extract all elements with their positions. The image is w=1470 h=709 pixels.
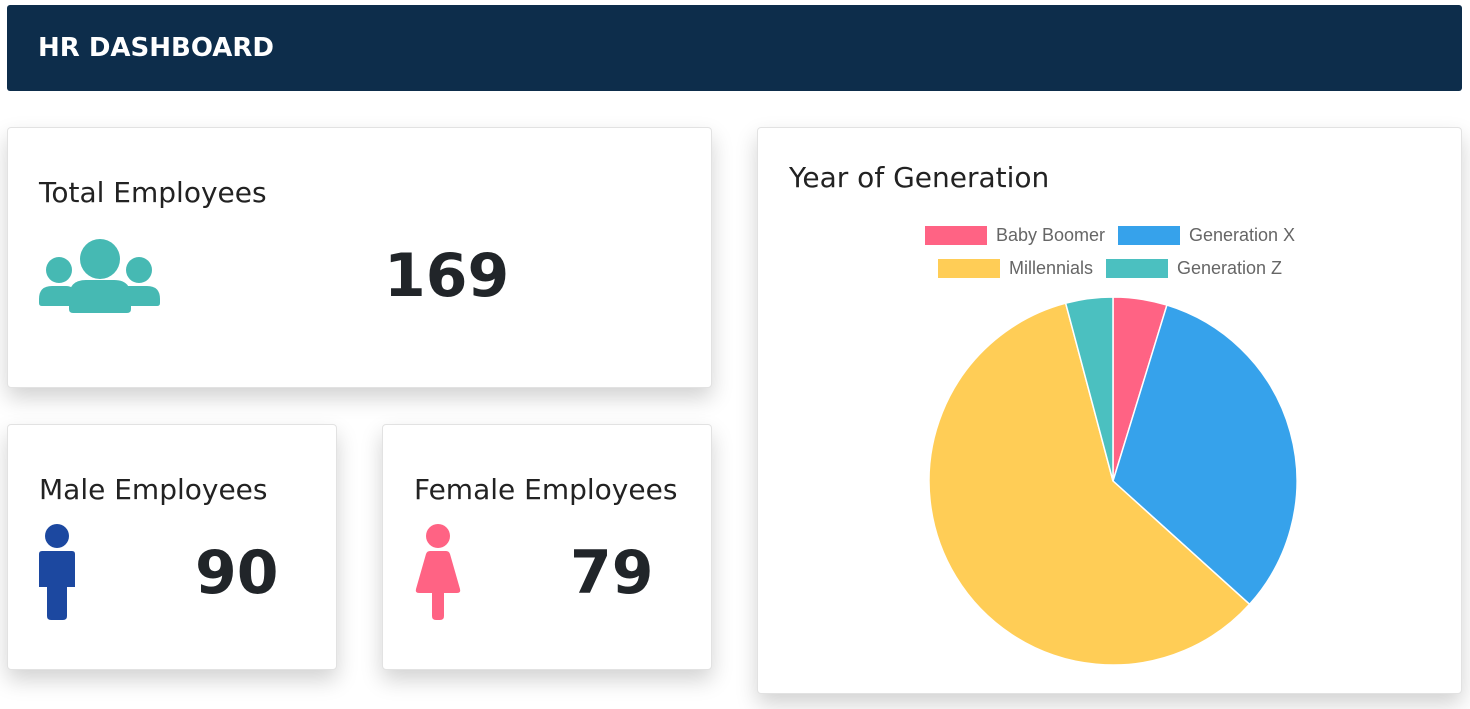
legend-label-generation-x: Generation X — [1189, 225, 1296, 245]
female-employees-card: Female Employees 79 — [382, 424, 712, 670]
total-employees-title: Total Employees — [39, 176, 267, 209]
legend-swatch-generation-z — [1106, 259, 1168, 278]
pie-slice-millennials[interactable] — [928, 302, 1251, 666]
male-employees-value: 90 — [195, 538, 279, 608]
legend-item-generation-z[interactable]: Generation Z — [1106, 258, 1282, 279]
generation-pie-chart — [928, 296, 1298, 666]
female-employees-value: 79 — [570, 538, 654, 608]
female-icon — [415, 524, 461, 620]
users-icon — [39, 239, 160, 313]
legend-swatch-generation-x — [1118, 226, 1180, 245]
male-employees-card: Male Employees 90 — [7, 424, 337, 670]
generation-title: Year of Generation — [789, 161, 1050, 194]
dashboard-header: HR DASHBOARD — [7, 5, 1462, 91]
legend-label-generation-z: Generation Z — [1177, 258, 1283, 278]
legend-swatch-baby-boomer — [925, 226, 987, 245]
dashboard-title: HR DASHBOARD — [38, 33, 274, 63]
total-employees-card: Total Employees 169 — [7, 127, 712, 388]
legend-item-baby-boomer[interactable]: Baby Boomer — [925, 225, 1105, 246]
legend-label-millennials: Millennials — [1009, 258, 1094, 278]
pie-slice-generation-x[interactable] — [1112, 304, 1298, 606]
legend-item-generation-x[interactable]: Generation X — [1118, 225, 1295, 246]
legend-label-baby-boomer: Baby Boomer — [996, 225, 1106, 245]
female-employees-title: Female Employees — [414, 473, 678, 506]
male-icon — [39, 524, 75, 620]
pie-slice-generation-z[interactable] — [1064, 296, 1114, 482]
legend-swatch-millennials — [938, 259, 1000, 278]
male-employees-title: Male Employees — [39, 473, 268, 506]
generation-card: Year of Generation Baby Boomer Generatio… — [757, 127, 1462, 694]
legend-item-millennials[interactable]: Millennials — [938, 258, 1093, 279]
chart-legend: Baby Boomer Generation X Millennials Gen… — [758, 128, 1463, 288]
total-employees-value: 169 — [384, 241, 510, 311]
